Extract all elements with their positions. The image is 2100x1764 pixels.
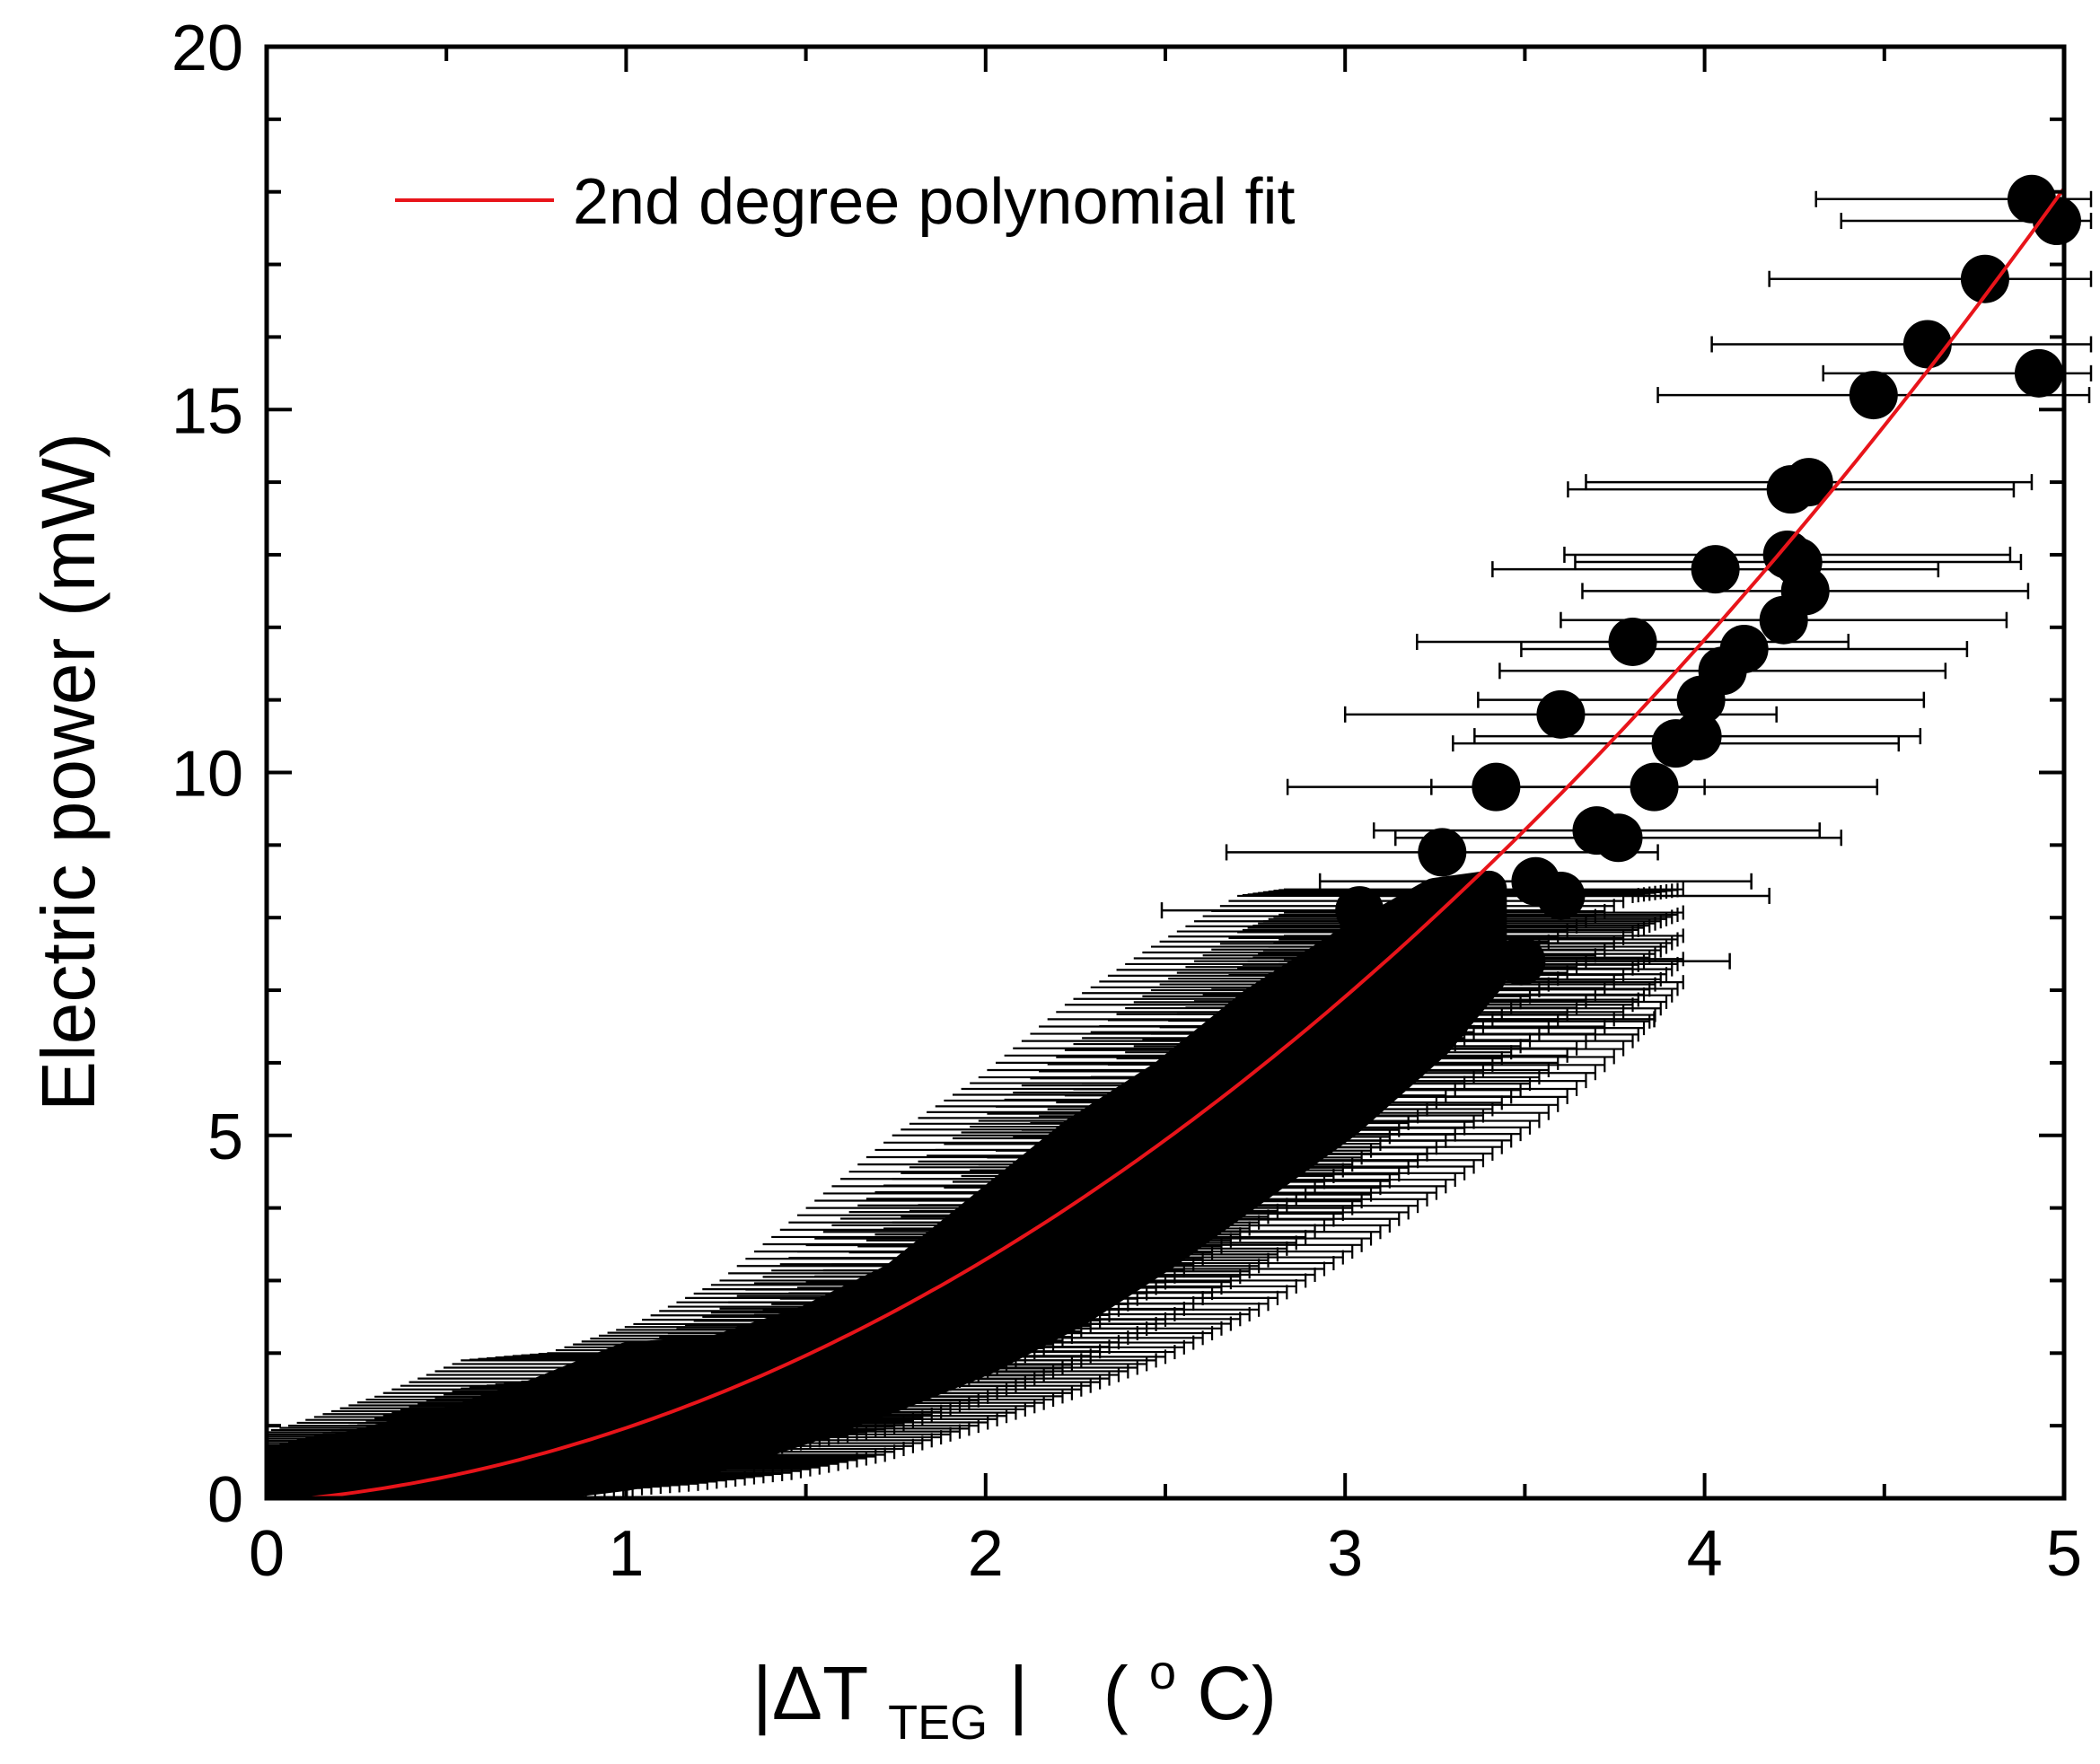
data-point (1691, 545, 1740, 594)
y-axis-title: Electric power (mW) (26, 433, 110, 1111)
x-tick-label: 1 (608, 1518, 644, 1590)
x-tick-label: 0 (249, 1518, 285, 1590)
data-point (1335, 886, 1384, 935)
data-point (1594, 813, 1643, 863)
fit-line-group (267, 187, 2064, 1498)
data-point (2014, 348, 2063, 398)
x-axis-title-degree: o (1149, 1646, 1176, 1699)
axis-ticks-group (265, 45, 2066, 1500)
data-point (1673, 712, 1722, 761)
data-band-group (267, 870, 1684, 1498)
data-point (1418, 828, 1467, 877)
x-axis-title-bar: | (1008, 1651, 1028, 1735)
data-point (1960, 254, 2009, 303)
data-point (1902, 320, 1952, 369)
y-tick-label: 0 (207, 1464, 243, 1536)
y-tick-label: 10 (171, 739, 243, 811)
x-tick-label: 2 (968, 1518, 1004, 1590)
x-axis-title-subscript: TEG (888, 1696, 988, 1750)
data-point (1536, 871, 1586, 920)
data-point (1784, 458, 1833, 507)
x-axis-title-delta: |ΔT (752, 1651, 867, 1735)
dense-marker-band (267, 870, 1507, 1498)
data-point (1719, 625, 1769, 674)
x-axis-title: |ΔT TEG | ( o C) (752, 1620, 1277, 1755)
data-point (1849, 371, 1898, 420)
x-tick-label: 3 (1327, 1518, 1363, 1590)
data-point (1780, 566, 1830, 616)
axis-tick-labels-group: 0 1 2 3 4 5 0 5 10 15 20 (171, 13, 2082, 1590)
x-axis-title-paren: ( (1103, 1651, 1129, 1735)
y-tick-label: 20 (171, 13, 243, 84)
y-tick-label: 5 (207, 1101, 243, 1173)
data-point (2032, 197, 2081, 246)
x-tick-label: 4 (1687, 1518, 1723, 1590)
data-point (1497, 936, 1546, 986)
polynomial-fit-line (267, 187, 2064, 1498)
x-axis-title-unit: C) (1197, 1651, 1277, 1735)
data-point (1536, 689, 1586, 739)
data-point (1608, 617, 1657, 666)
legend-label-fit: 2nd degree polynomial fit (573, 166, 1296, 238)
data-point (1472, 762, 1521, 812)
y-tick-label: 15 (171, 375, 243, 447)
data-point (1630, 762, 1679, 812)
data-point (1421, 995, 1471, 1044)
legend: 2nd degree polynomial fit (395, 166, 1296, 238)
x-tick-label: 5 (2046, 1518, 2082, 1590)
